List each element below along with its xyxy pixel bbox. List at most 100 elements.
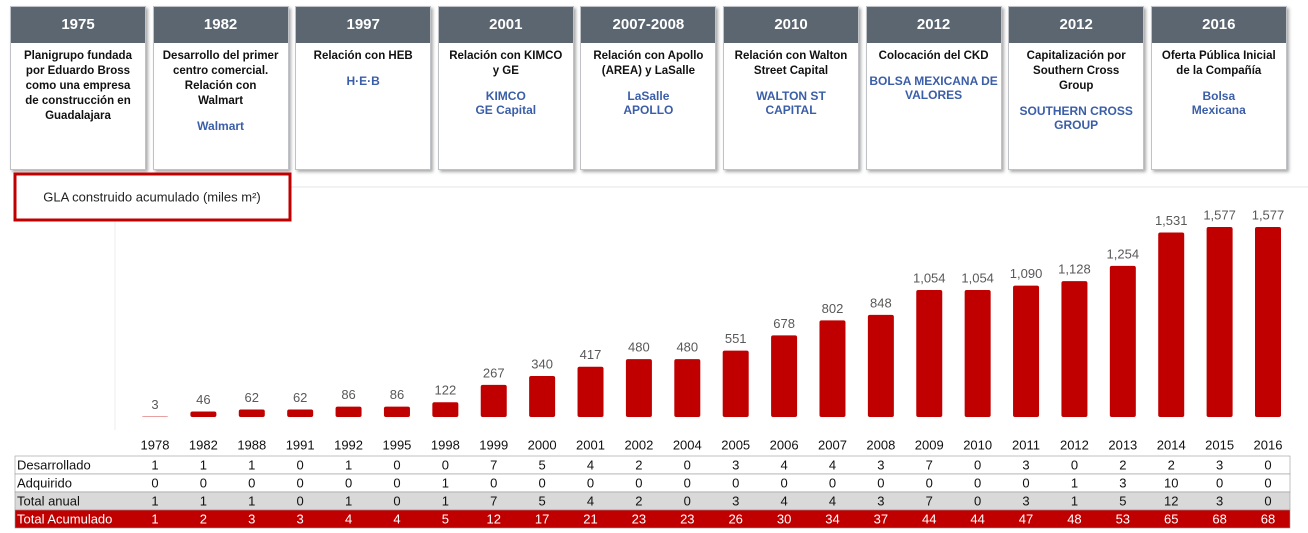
table-cell: 4	[345, 511, 352, 526]
timeline-card: 1982 Desarrollo del primer centro comerci…	[152, 6, 289, 170]
x-tick-label: 2000	[528, 437, 557, 452]
table-row	[14, 509, 1291, 529]
x-tick-label: 1999	[479, 437, 508, 452]
value-label: 551	[725, 331, 747, 346]
table-cell: 0	[684, 493, 691, 508]
card-logo: WALTON ST CAPITAL	[724, 89, 858, 117]
table-cell: 0	[297, 475, 304, 490]
table-cell: 12	[1164, 493, 1178, 508]
value-label: 1,090	[1010, 266, 1043, 281]
table-cell: 0	[684, 457, 691, 472]
table-cell: 0	[393, 457, 400, 472]
table-cell: 10	[1164, 475, 1178, 490]
logo-text: Mexicana	[1191, 103, 1246, 117]
value-label: 1,128	[1058, 262, 1091, 277]
logo-text: Walmart	[197, 119, 245, 133]
table-cell: 0	[539, 475, 546, 490]
x-tick-label: 1991	[286, 437, 315, 452]
table-cell: 68	[1212, 511, 1226, 526]
value-label: 1,254	[1107, 246, 1140, 261]
card-text: Planigrupo fundada por Eduardo Bross com…	[24, 50, 132, 122]
bar	[383, 406, 410, 417]
value-label: 480	[676, 340, 698, 355]
table-cell: 23	[680, 511, 694, 526]
table-cell: 1	[345, 457, 352, 472]
card-logo: Bolsa Mexicana	[1152, 89, 1286, 117]
table-cell: 0	[974, 457, 981, 472]
table-cell: 0	[877, 475, 884, 490]
table-cell: 0	[345, 475, 352, 490]
table-cell: 37	[874, 511, 888, 526]
table-cell: 0	[297, 493, 304, 508]
card-year: 2016	[1151, 7, 1286, 43]
x-tick-label: 2001	[576, 437, 605, 452]
card-year: 2010	[724, 7, 858, 43]
table-cell: 0	[1264, 475, 1271, 490]
value-label: 62	[245, 390, 259, 405]
table-cell: 4	[587, 493, 594, 508]
table-cell: 5	[539, 493, 546, 508]
table-cell: 1	[200, 457, 207, 472]
value-label: 62	[293, 390, 307, 405]
table-cell: 0	[587, 475, 594, 490]
card-logo: Walmart	[154, 119, 288, 133]
x-tick-label: 2014	[1157, 437, 1186, 452]
card-text: Oferta Pública Inicial de la Compañía	[1161, 50, 1276, 77]
logo-text: CAPITAL	[765, 103, 817, 117]
table-cell: 48	[1067, 511, 1081, 526]
value-label: 122	[434, 383, 456, 398]
x-tick-label: 1998	[431, 437, 460, 452]
x-tick-label: 1992	[334, 437, 363, 452]
row-label: Total Acumulado	[17, 511, 112, 526]
bar	[1061, 281, 1088, 417]
bar	[238, 409, 265, 417]
bar	[916, 290, 943, 417]
table-cell: 0	[200, 475, 207, 490]
table-cell: 0	[1216, 475, 1223, 490]
x-tick-label: 2008	[866, 437, 895, 452]
x-tick-label: 2010	[963, 437, 992, 452]
logo-text: GE Capital	[475, 103, 537, 117]
table-cell: 2	[200, 511, 207, 526]
value-label: 848	[870, 295, 892, 310]
table-cell: 2	[1168, 457, 1175, 472]
table-cell: 4	[780, 493, 787, 508]
logo-text: WALTON ST	[756, 89, 826, 103]
card-text: Relación con Walton Street Capital	[734, 50, 848, 77]
table-cell: 21	[583, 511, 597, 526]
table-cell: 3	[248, 511, 255, 526]
table-cell: 12	[487, 511, 501, 526]
table-cell: 1	[345, 493, 352, 508]
table-cell: 5	[1119, 493, 1126, 508]
table-cell: 44	[970, 511, 984, 526]
table-cell: 7	[490, 457, 497, 472]
bar	[625, 359, 652, 417]
logo-text: APOLLO	[623, 103, 674, 117]
value-label: 417	[580, 347, 602, 362]
value-label: 1,054	[913, 270, 946, 285]
x-tick-label: 2016	[1254, 437, 1283, 452]
table-cell: 17	[535, 511, 549, 526]
card-logo: BOLSA MEXICANA DE VALORES	[867, 74, 1001, 102]
table-cell: 44	[922, 511, 936, 526]
table-cell: 0	[829, 475, 836, 490]
x-tick-label: 2006	[770, 437, 799, 452]
title-box	[13, 172, 292, 222]
bar	[335, 406, 362, 417]
table-cell: 2	[635, 493, 642, 508]
value-label: 86	[341, 387, 355, 402]
table-cell: 53	[1116, 511, 1130, 526]
value-label: 1,054	[961, 270, 994, 285]
table-cell: 2	[1119, 457, 1126, 472]
table-cell: 2	[635, 457, 642, 472]
x-tick-label: 2005	[721, 437, 750, 452]
logo-text: Bolsa	[1202, 89, 1236, 103]
card-year: 2012	[1009, 7, 1144, 43]
table-cell: 3	[297, 511, 304, 526]
table-cell: 4	[829, 457, 836, 472]
card-year: 2012	[866, 7, 1001, 43]
x-tick-label: 2009	[915, 437, 944, 452]
table-cell: 0	[442, 457, 449, 472]
table-cell: 3	[877, 493, 884, 508]
table-cell: 7	[926, 493, 933, 508]
